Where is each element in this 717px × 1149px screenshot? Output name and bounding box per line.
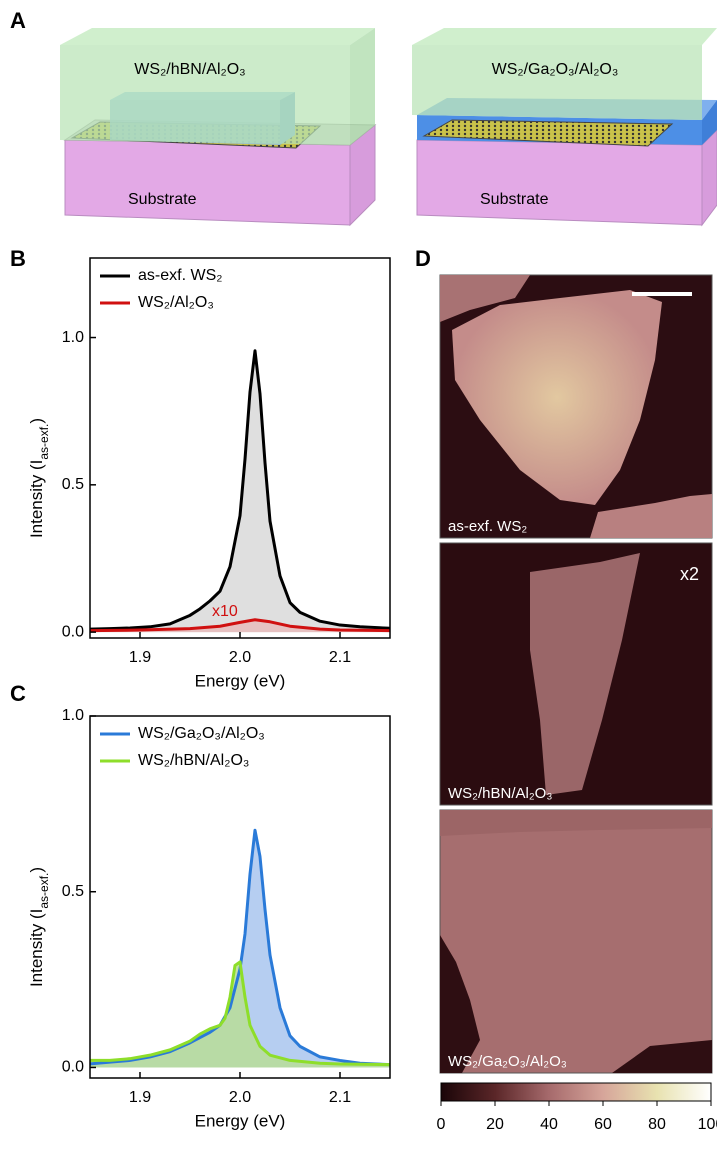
substrate-label: Substrate (128, 191, 197, 208)
image-factor: x2 (680, 564, 699, 584)
y-axis-label-part: Intensity (I (27, 460, 46, 538)
x-tick-label: 2.0 (229, 649, 251, 666)
colorbar-tick-label: 0 (437, 1116, 446, 1133)
x-tick-label: 1.9 (129, 1089, 151, 1106)
panel-label: C (10, 681, 26, 706)
legend-label: WS₂/hBN/Al₂O₃ (138, 752, 249, 769)
y-axis-label-part: ) (27, 418, 46, 424)
series-line (90, 618, 390, 633)
pl-map-3 (439, 809, 713, 1074)
structure-left (60, 28, 377, 227)
panel-label: A (10, 8, 26, 33)
colorbar (440, 1082, 712, 1102)
series-line (90, 960, 390, 1067)
x-axis-label: Energy (eV) (195, 1111, 286, 1130)
y-tick-label: 0.0 (62, 623, 84, 640)
x-axis-label: Energy (eV) (195, 671, 286, 690)
legend-label: WS₂/Ga₂O₃/Al₂O₃ (138, 725, 265, 742)
plot: 1.9 2.0 2.1 0.0 0.5 1.0 Energy (eV) Intensity (… (27, 257, 391, 690)
x-tick-label: 1.9 (129, 649, 151, 666)
series-line (90, 349, 390, 631)
legend-label: WS₂/Al₂O₃ (138, 294, 214, 311)
y-axis-label-part: Intensity (I (27, 909, 46, 987)
y-axis-label-part: ) (27, 867, 46, 873)
y-tick-label: 0.5 (62, 476, 84, 493)
x-tick-label: 2.0 (229, 1089, 251, 1106)
colorbar-tick-label: 100 (698, 1116, 717, 1133)
series-line (90, 828, 390, 1067)
scale-bar (632, 292, 692, 296)
image-label: as-exf. WS₂ (448, 518, 527, 535)
image-label: WS₂/hBN/Al₂O₃ (448, 785, 552, 802)
y-axis-label-part: as-exf. (37, 424, 51, 460)
structure-label: WS₂/hBN/Al₂O₃ (134, 61, 245, 78)
y-tick-label: 0.0 (62, 1059, 84, 1076)
structure-label: WS₂/Ga₂O₃/Al₂O₃ (492, 61, 619, 78)
y-axis-label: Intensity (Ias-exf.) (27, 418, 51, 538)
annotation: x10 (212, 603, 238, 620)
y-tick-label: 0.5 (62, 883, 84, 900)
structure-right (412, 28, 717, 227)
y-axis-label-part: as-exf. (37, 873, 51, 909)
panel-label: D (415, 246, 431, 271)
image-label: WS₂/Ga₂O₃/Al₂O₃ (448, 1053, 567, 1070)
area-fill (90, 962, 390, 1068)
y-tick-label: 1.0 (62, 329, 84, 346)
x-tick-label: 2.1 (329, 649, 351, 666)
y-tick-label: 1.0 (62, 707, 84, 724)
colorbar-tick-label: 20 (486, 1116, 504, 1133)
plot: 1.9 2.0 2.1 0.0 0.5 1.0 Energy (eV) Intensity (… (27, 707, 391, 1130)
panel-label: B (10, 246, 26, 271)
pl-map-2 (439, 542, 713, 806)
substrate-label: Substrate (480, 191, 549, 208)
colorbar-tick-label: 40 (540, 1116, 558, 1133)
y-axis-label: Intensity (Ias-exf.) (27, 867, 51, 987)
colorbar-tick-label: 80 (648, 1116, 666, 1133)
area-fill (90, 350, 390, 633)
pl-map-1 (439, 274, 713, 539)
colorbar-tick-label: 60 (594, 1116, 612, 1133)
x-tick-label: 2.1 (329, 1089, 351, 1106)
legend-label: as-exf. WS₂ (138, 267, 222, 284)
